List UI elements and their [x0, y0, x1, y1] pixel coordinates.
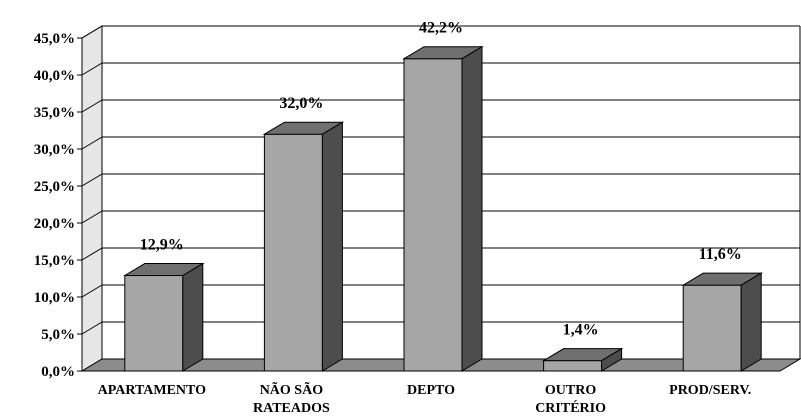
- y-tick-label: 35,0%: [34, 105, 75, 121]
- bar-side: [321, 121, 343, 372]
- bar: [402, 45, 484, 372]
- y-tick-label: 30,0%: [34, 142, 75, 158]
- data-label: 12,9%: [140, 237, 184, 254]
- bar: [681, 272, 764, 372]
- y-tick-label: 10,0%: [34, 290, 75, 306]
- side-wall-gridline: [81, 173, 103, 187]
- bar: [122, 262, 205, 372]
- category-label: DEPTO: [407, 383, 455, 398]
- category-labels: APARTAMENTO NÃO SÃO RATEADOS DEPTO OUTROCRIT…: [98, 380, 752, 416]
- bar-front: [124, 275, 184, 372]
- y-tick-label: 40,0%: [34, 68, 75, 84]
- y-tick-label: 0,0%: [41, 364, 75, 380]
- side-wall-gridline: [81, 99, 103, 113]
- category-label: OUTRO: [545, 383, 596, 398]
- category-label: PROD/SERV.: [669, 383, 751, 398]
- bars: [122, 45, 764, 372]
- bar-front: [682, 284, 742, 372]
- side-wall-gridline: [81, 25, 103, 39]
- data-label: 1,4%: [563, 322, 599, 339]
- data-label: 11,6%: [699, 246, 742, 263]
- bar-front: [403, 58, 463, 372]
- data-label: 42,2%: [419, 20, 463, 37]
- side-wall-gridline: [81, 247, 103, 261]
- category-label: NÃO SÃO: [260, 380, 324, 398]
- y-tick-label: 5,0%: [41, 327, 75, 343]
- y-tick-label: 15,0%: [34, 253, 75, 269]
- bar-front: [263, 133, 323, 372]
- side-wall-gridline: [81, 284, 103, 298]
- data-label: 32,0%: [279, 95, 323, 112]
- side-wall-gridline: [81, 136, 103, 150]
- category-label: RATEADOS: [253, 401, 330, 416]
- side-wall: [81, 25, 103, 372]
- bar: [262, 121, 345, 372]
- y-tick-label: 20,0%: [34, 216, 75, 232]
- category-label: CRITÉRIO: [535, 399, 606, 416]
- y-axis-tick-labels: 0,0% 5,0% 10,0% 15,0% 20,0% 25,0% 30,0% 35,0% 40…: [34, 31, 75, 380]
- y-tick-label: 45,0%: [34, 31, 75, 47]
- data-labels: 12,9% 32,0% 42,2% 1,4% 11,6%: [140, 20, 742, 339]
- side-wall-gridline: [81, 62, 103, 76]
- y-tick-label: 25,0%: [34, 179, 75, 195]
- side-wall-gridline: [81, 321, 103, 335]
- side-wall-gridline: [81, 210, 103, 224]
- bar: [541, 347, 624, 372]
- category-label: APARTAMENTO: [98, 383, 207, 398]
- bar-front: [543, 360, 603, 372]
- bar-side: [182, 262, 204, 372]
- bar-side: [601, 347, 623, 372]
- bar-side: [740, 272, 762, 372]
- bar-side: [461, 45, 483, 372]
